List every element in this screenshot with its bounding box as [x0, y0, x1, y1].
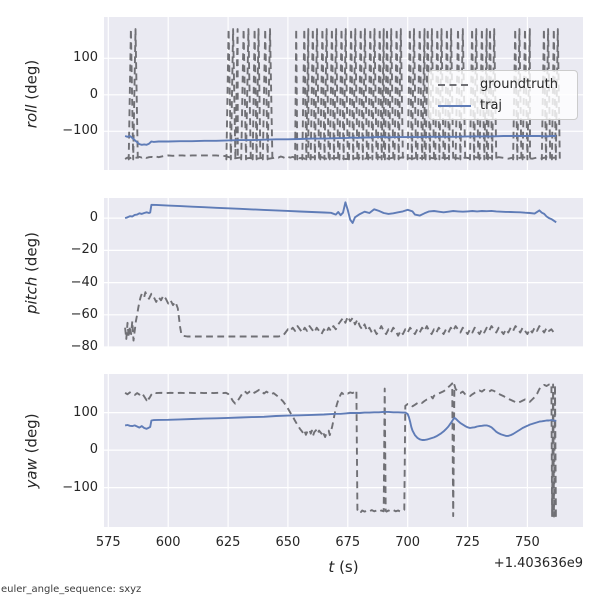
roll-groundtruth-wrap-band: [406, 28, 418, 161]
yaw-axis-label: yaw (deg): [21, 374, 41, 527]
pitch-ytick-label: −40: [70, 274, 98, 290]
pitch-plot-area: [104, 198, 583, 347]
roll-groundtruth-wrap-band: [347, 28, 359, 161]
x-axis-offset-text: +1.403636e9: [493, 556, 583, 571]
x-tick-label: 750: [515, 535, 540, 550]
roll-groundtruth-wrap-band: [367, 28, 378, 161]
yaw-ytick-label: −100: [62, 479, 98, 495]
x-axis-label-unit: (s): [334, 558, 359, 576]
roll-groundtruth-wrap-band: [240, 28, 252, 161]
pitch-ytick-label: 0: [89, 210, 98, 226]
pitch-groundtruth-line: [124, 291, 557, 342]
roll-groundtruth-wrap-band: [454, 28, 467, 161]
pitch-axis-label-variable: pitch: [22, 276, 40, 314]
roll-groundtruth-wrap-band: [251, 28, 262, 161]
dashed-line-sample-icon: [438, 83, 471, 86]
roll-groundtruth-wrap-band: [309, 28, 321, 161]
roll-groundtruth-wrap-band: [443, 28, 455, 161]
roll-groundtruth-wrap-band: [127, 28, 139, 161]
yaw-ytick-label: 100: [73, 404, 98, 420]
x-tick-label: 650: [275, 535, 301, 550]
x-tick-label: 675: [335, 535, 361, 550]
yaw-axis-label-variable: yaw: [22, 457, 40, 489]
roll-ytick-label: −100: [62, 123, 98, 139]
roll-ytick-label: 0: [89, 86, 98, 102]
legend: groundtruth traj: [428, 70, 578, 120]
x-axis-label-variable: t: [328, 558, 335, 576]
roll-groundtruth-wrap-band: [486, 28, 498, 161]
roll-groundtruth-wrap-band: [328, 28, 340, 161]
x-tick-label: 600: [155, 535, 181, 550]
x-tick-label: 625: [215, 535, 241, 550]
x-tick-label: 725: [455, 535, 480, 550]
roll-groundtruth-wrap-band: [393, 28, 404, 161]
roll-groundtruth-wrap-band: [511, 28, 523, 161]
roll-groundtruth-wrap-band: [468, 28, 480, 161]
roll-groundtruth-wrap-band: [225, 28, 239, 161]
roll-groundtruth-wrap-band: [376, 28, 385, 161]
roll-groundtruth-wrap-band: [434, 28, 445, 161]
roll-groundtruth-wrap-band: [261, 28, 274, 161]
roll-groundtruth-wrap-band: [416, 28, 426, 161]
roll-axis-label-unit: (deg): [22, 59, 40, 105]
yaw-plot-area: [104, 374, 583, 527]
pitch-axis-label: pitch (deg): [21, 198, 41, 347]
solid-line-sample-icon: [438, 104, 471, 107]
roll-groundtruth-wrap-band: [301, 28, 310, 161]
pitch-ytick-label: −20: [70, 242, 98, 258]
roll-groundtruth-wrap-band: [550, 28, 561, 161]
roll-groundtruth-wrap-band: [294, 28, 299, 161]
roll-groundtruth-wrap-band: [383, 28, 395, 161]
roll-groundtruth-wrap-band: [357, 28, 369, 161]
roll-ytick-label: 100: [73, 50, 98, 66]
yaw-groundtruth-line: [124, 382, 558, 518]
legend-label-groundtruth: groundtruth: [480, 77, 559, 92]
footer-annotation: euler_angle_sequence: sxyz: [1, 584, 142, 595]
yaw-ytick-label: 0: [89, 442, 98, 458]
x-tick-label: 575: [95, 535, 121, 550]
pitch-traj-line: [124, 201, 557, 224]
x-axis-label: t (s): [104, 558, 583, 576]
roll-groundtruth-wrap-band: [424, 28, 436, 161]
yaw-traj-line: [124, 410, 557, 441]
roll-groundtruth-wrap-band: [338, 28, 349, 161]
roll-groundtruth-wrap-band: [540, 28, 552, 161]
x-tick-label: 700: [395, 535, 421, 550]
roll-axis-label-variable: roll: [22, 104, 40, 128]
pitch-ytick-label: −80: [70, 339, 98, 354]
roll-traj-line: [124, 135, 557, 146]
legend-entry-groundtruth: groundtruth: [438, 77, 568, 92]
pitch-axis-label-unit: (deg): [22, 231, 40, 277]
roll-groundtruth-wrap-band: [319, 28, 330, 161]
roll-axis-label: roll (deg): [21, 17, 41, 170]
legend-label-traj: traj: [480, 98, 503, 113]
pitch-ytick-label: −60: [70, 306, 98, 322]
yaw-axis-label-unit: (deg): [22, 412, 40, 458]
legend-entry-traj: traj: [438, 98, 568, 113]
